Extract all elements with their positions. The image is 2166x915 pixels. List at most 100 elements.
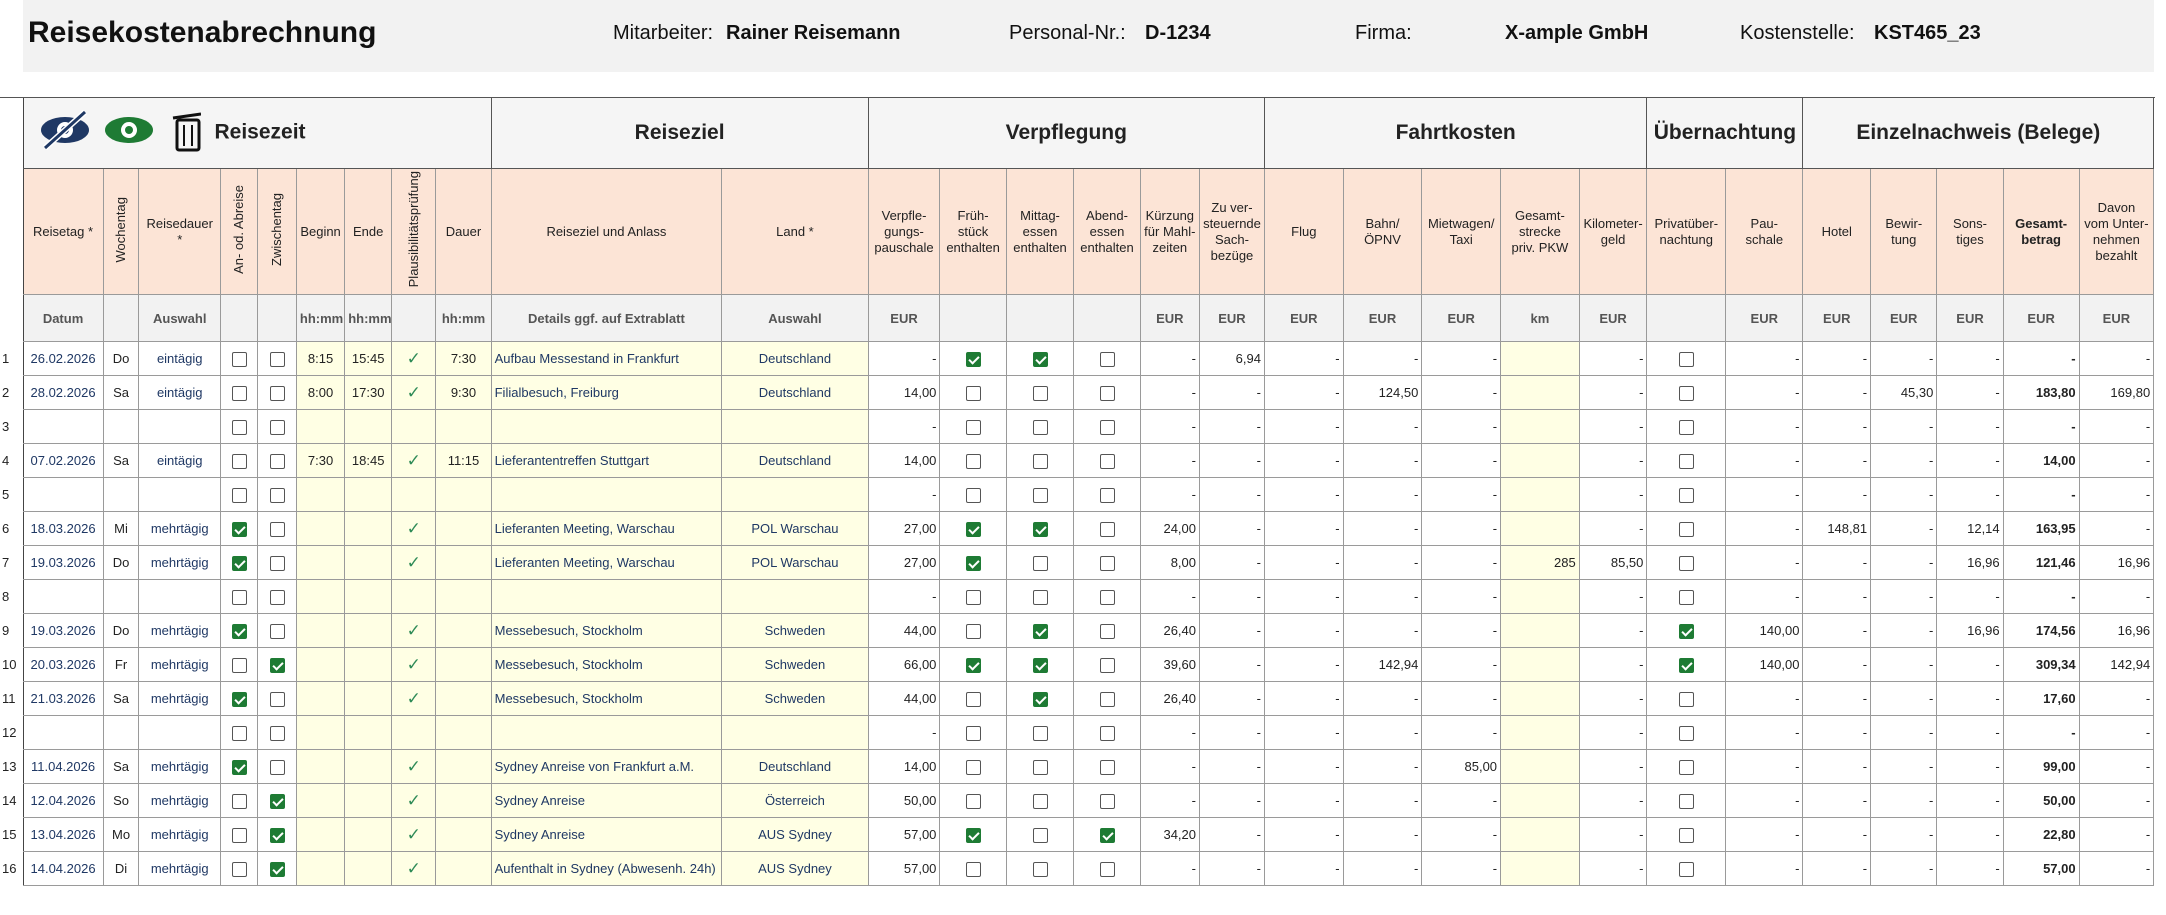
- checkbox[interactable]: [231, 589, 247, 605]
- checkbox[interactable]: [1099, 385, 1115, 401]
- checkbox[interactable]: [1032, 487, 1048, 503]
- checkbox[interactable]: [269, 793, 285, 809]
- checkbox[interactable]: [1678, 725, 1694, 741]
- checkbox[interactable]: [1032, 691, 1048, 707]
- checkbox[interactable]: [1032, 759, 1048, 775]
- checkbox[interactable]: [231, 793, 247, 809]
- checkbox[interactable]: [231, 827, 247, 843]
- checkbox[interactable]: [965, 487, 981, 503]
- checkbox[interactable]: [1032, 521, 1048, 537]
- checkbox[interactable]: [1678, 351, 1694, 367]
- checkbox[interactable]: [269, 691, 285, 707]
- checkbox[interactable]: [269, 487, 285, 503]
- checkbox[interactable]: [965, 827, 981, 843]
- checkbox[interactable]: [965, 521, 981, 537]
- checkbox[interactable]: [269, 657, 285, 673]
- checkbox[interactable]: [269, 759, 285, 775]
- checkbox[interactable]: [231, 623, 247, 639]
- checkbox[interactable]: [1678, 623, 1694, 639]
- checkbox[interactable]: [1032, 827, 1048, 843]
- icons[interactable]: [39, 106, 201, 154]
- checkbox[interactable]: [1099, 351, 1115, 367]
- checkbox[interactable]: [1099, 623, 1115, 639]
- checkbox[interactable]: [1099, 453, 1115, 469]
- checkbox[interactable]: [1032, 351, 1048, 367]
- checkbox[interactable]: [1678, 691, 1694, 707]
- checkbox[interactable]: [965, 793, 981, 809]
- checkbox[interactable]: [231, 351, 247, 367]
- checkbox[interactable]: [965, 759, 981, 775]
- checkbox[interactable]: [269, 521, 285, 537]
- checkbox[interactable]: [269, 827, 285, 843]
- checkbox[interactable]: [231, 453, 247, 469]
- checkbox[interactable]: [269, 623, 285, 639]
- checkbox[interactable]: [231, 555, 247, 571]
- checkbox[interactable]: [965, 453, 981, 469]
- checkbox[interactable]: [965, 657, 981, 673]
- checkbox[interactable]: [965, 691, 981, 707]
- hide-icon[interactable]: [40, 109, 89, 151]
- checkbox[interactable]: [1099, 555, 1115, 571]
- checkbox[interactable]: [1032, 623, 1048, 639]
- checkbox[interactable]: [231, 419, 247, 435]
- checkbox[interactable]: [1099, 521, 1115, 537]
- checkbox[interactable]: [231, 657, 247, 673]
- checkbox[interactable]: [1099, 759, 1115, 775]
- checkbox[interactable]: [1678, 759, 1694, 775]
- checkbox[interactable]: [1032, 555, 1048, 571]
- delete-icon[interactable]: [172, 112, 201, 152]
- checkbox[interactable]: [231, 521, 247, 537]
- checkbox[interactable]: [269, 351, 285, 367]
- checkbox[interactable]: [231, 759, 247, 775]
- checkbox[interactable]: [965, 623, 981, 639]
- checkbox[interactable]: [1678, 793, 1694, 809]
- checkbox[interactable]: [1032, 589, 1048, 605]
- checkbox[interactable]: [1099, 691, 1115, 707]
- toolbar-icons[interactable]: [39, 106, 201, 160]
- checkbox[interactable]: [965, 419, 981, 435]
- checkbox[interactable]: [1099, 657, 1115, 673]
- checkbox[interactable]: [1678, 589, 1694, 605]
- checkbox[interactable]: [231, 725, 247, 741]
- checkbox[interactable]: [1032, 793, 1048, 809]
- checkbox[interactable]: [269, 555, 285, 571]
- checkbox[interactable]: [965, 555, 981, 571]
- checkbox[interactable]: [1099, 419, 1115, 435]
- checkbox[interactable]: [1678, 657, 1694, 673]
- checkbox[interactable]: [1678, 419, 1694, 435]
- checkbox[interactable]: [1678, 487, 1694, 503]
- checkbox[interactable]: [965, 861, 981, 877]
- checkbox[interactable]: [1099, 589, 1115, 605]
- checkbox[interactable]: [965, 589, 981, 605]
- checkbox[interactable]: [1678, 555, 1694, 571]
- checkbox[interactable]: [269, 419, 285, 435]
- checkbox[interactable]: [1032, 725, 1048, 741]
- checkbox[interactable]: [269, 589, 285, 605]
- show-icon[interactable]: [104, 117, 153, 143]
- checkbox[interactable]: [269, 861, 285, 877]
- checkbox[interactable]: [1678, 453, 1694, 469]
- checkbox[interactable]: [1678, 827, 1694, 843]
- checkbox[interactable]: [231, 487, 247, 503]
- checkbox[interactable]: [1032, 453, 1048, 469]
- checkbox[interactable]: [1099, 827, 1115, 843]
- checkbox[interactable]: [1032, 419, 1048, 435]
- checkbox[interactable]: [1032, 657, 1048, 673]
- checkbox[interactable]: [965, 385, 981, 401]
- checkbox[interactable]: [1099, 793, 1115, 809]
- checkbox[interactable]: [965, 351, 981, 367]
- checkbox[interactable]: [269, 725, 285, 741]
- checkbox[interactable]: [1032, 385, 1048, 401]
- checkbox[interactable]: [231, 691, 247, 707]
- checkbox[interactable]: [1032, 861, 1048, 877]
- checkbox[interactable]: [1678, 861, 1694, 877]
- checkbox[interactable]: [965, 725, 981, 741]
- checkbox[interactable]: [269, 385, 285, 401]
- checkbox[interactable]: [269, 453, 285, 469]
- checkbox[interactable]: [1099, 725, 1115, 741]
- checkbox[interactable]: [231, 861, 247, 877]
- checkbox[interactable]: [1678, 521, 1694, 537]
- checkbox[interactable]: [1099, 487, 1115, 503]
- checkbox[interactable]: [1099, 861, 1115, 877]
- checkbox[interactable]: [1678, 385, 1694, 401]
